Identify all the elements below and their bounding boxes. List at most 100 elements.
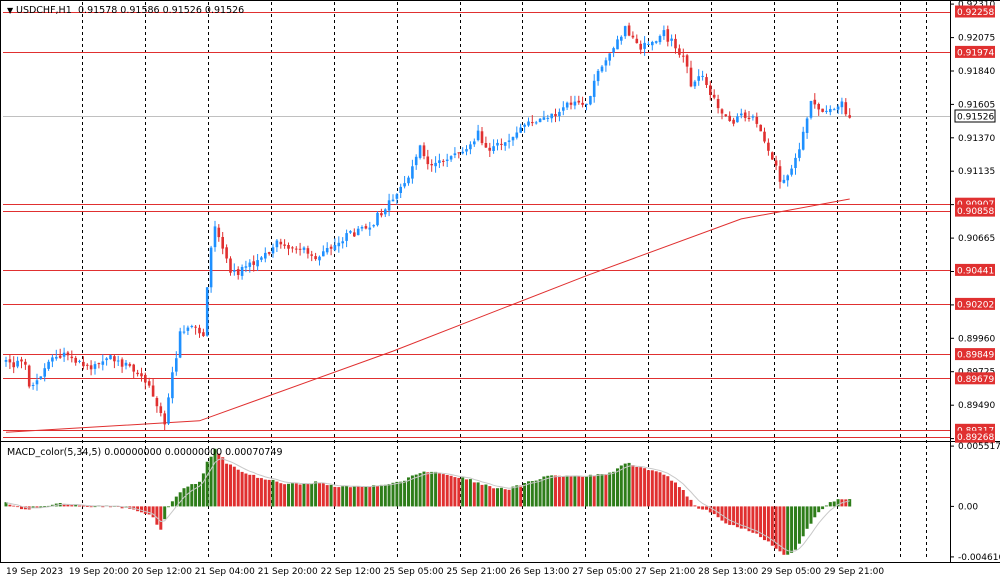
macd-bar bbox=[372, 485, 376, 507]
level-price-tag bbox=[955, 204, 995, 217]
candle-body bbox=[287, 245, 290, 249]
candle-body bbox=[225, 247, 228, 259]
macd-bar bbox=[93, 506, 97, 508]
macd-bar bbox=[290, 483, 294, 507]
symbol-dropdown-icon[interactable]: ▼ bbox=[7, 6, 14, 15]
candle-body bbox=[194, 326, 197, 328]
candle-body bbox=[531, 122, 534, 124]
macd-bar bbox=[325, 485, 329, 507]
macd-bar bbox=[759, 506, 763, 538]
current-price-tag bbox=[954, 109, 996, 123]
macd-bar bbox=[561, 476, 565, 507]
macd-bar bbox=[16, 506, 20, 508]
candle-body bbox=[453, 153, 457, 156]
candle-body bbox=[318, 256, 321, 261]
candle-body bbox=[43, 368, 46, 377]
macd-bar bbox=[140, 506, 143, 513]
candle-body bbox=[349, 231, 352, 233]
candle-body bbox=[577, 100, 581, 103]
candle-body bbox=[66, 352, 70, 356]
macd-bar bbox=[314, 481, 318, 507]
macd-bar bbox=[693, 505, 697, 507]
macd-bar bbox=[279, 483, 283, 507]
candle-body bbox=[271, 247, 275, 254]
price-tick-label: 0.91370 bbox=[958, 134, 995, 144]
candle-body bbox=[190, 326, 194, 327]
candle-body bbox=[585, 103, 588, 105]
macd-bar bbox=[85, 506, 89, 507]
candle-body bbox=[8, 359, 12, 363]
ohlc-readout: 0.91578 0.91586 0.91526 0.91526 bbox=[78, 5, 244, 16]
candle-body bbox=[414, 156, 418, 166]
candle-body bbox=[438, 160, 441, 163]
macd-bar bbox=[345, 485, 349, 507]
macd-bar bbox=[503, 489, 507, 507]
macd-bar bbox=[20, 506, 23, 510]
candle-body bbox=[151, 385, 155, 397]
macd-bar bbox=[600, 474, 604, 507]
candle-body bbox=[345, 233, 348, 241]
macd-bar bbox=[565, 475, 569, 507]
macd-bar bbox=[318, 482, 321, 507]
candle-body bbox=[186, 327, 190, 331]
macd-bar bbox=[794, 506, 797, 550]
candle-body bbox=[562, 107, 565, 111]
macd-bar bbox=[476, 482, 480, 507]
candle-body bbox=[558, 111, 561, 116]
macd-bar bbox=[499, 487, 503, 507]
macd-bar bbox=[190, 484, 194, 507]
candle-body bbox=[747, 117, 751, 119]
macd-bar bbox=[209, 456, 213, 507]
macd-bar bbox=[523, 483, 527, 507]
macd-bar bbox=[616, 468, 619, 507]
macd-bar bbox=[252, 474, 256, 507]
candle-body bbox=[500, 143, 503, 145]
candle-body bbox=[751, 116, 755, 118]
macd-bar bbox=[465, 479, 468, 507]
price-tick-label: 0.89490 bbox=[958, 401, 995, 411]
horizontal-levels[interactable] bbox=[3, 12, 950, 438]
time-scale[interactable]: 19 Sep 2023 19 Sep 20:00 20 Sep 12:00 21 Se… bbox=[6, 567, 884, 577]
time-label: 20 Sep 12:00 bbox=[132, 567, 192, 577]
macd-bar bbox=[287, 483, 290, 507]
macd-bar bbox=[383, 484, 387, 507]
candle-body bbox=[523, 124, 526, 127]
macd-bar bbox=[229, 464, 232, 507]
macd-bar bbox=[81, 505, 85, 507]
macd-bar bbox=[643, 468, 647, 507]
candle-body bbox=[782, 179, 786, 183]
macd-bar bbox=[635, 467, 639, 507]
candle-body bbox=[515, 132, 519, 138]
candle-body bbox=[24, 361, 27, 365]
macd-bar bbox=[844, 499, 848, 507]
candle-body bbox=[693, 81, 697, 87]
macd-bar bbox=[329, 484, 333, 507]
candle-body bbox=[434, 162, 437, 167]
candle-body bbox=[159, 406, 163, 413]
candle-body bbox=[182, 331, 186, 333]
candle-body bbox=[171, 372, 174, 399]
macd-bar bbox=[70, 505, 74, 507]
candle-body bbox=[422, 145, 426, 157]
macd-bar bbox=[569, 475, 573, 507]
candle-body bbox=[430, 164, 433, 166]
candle-body bbox=[109, 355, 112, 360]
macd-bar bbox=[735, 506, 739, 528]
macd-bar bbox=[588, 474, 592, 507]
macd-bar bbox=[43, 506, 47, 507]
macd-bar bbox=[805, 506, 809, 529]
candle-body bbox=[387, 200, 391, 211]
candle-body bbox=[267, 252, 271, 254]
macd-bar bbox=[302, 483, 306, 507]
time-label: 19 Sep 2023 bbox=[6, 567, 63, 577]
macd-bar bbox=[201, 473, 205, 507]
level-price-tag-label: 0.90202 bbox=[957, 300, 994, 310]
macd-bar bbox=[666, 476, 670, 507]
candle-body bbox=[651, 42, 654, 46]
macd-bar bbox=[259, 478, 263, 507]
candle-body bbox=[620, 36, 623, 41]
macd-bar bbox=[697, 506, 701, 509]
macd-bar bbox=[376, 485, 379, 507]
